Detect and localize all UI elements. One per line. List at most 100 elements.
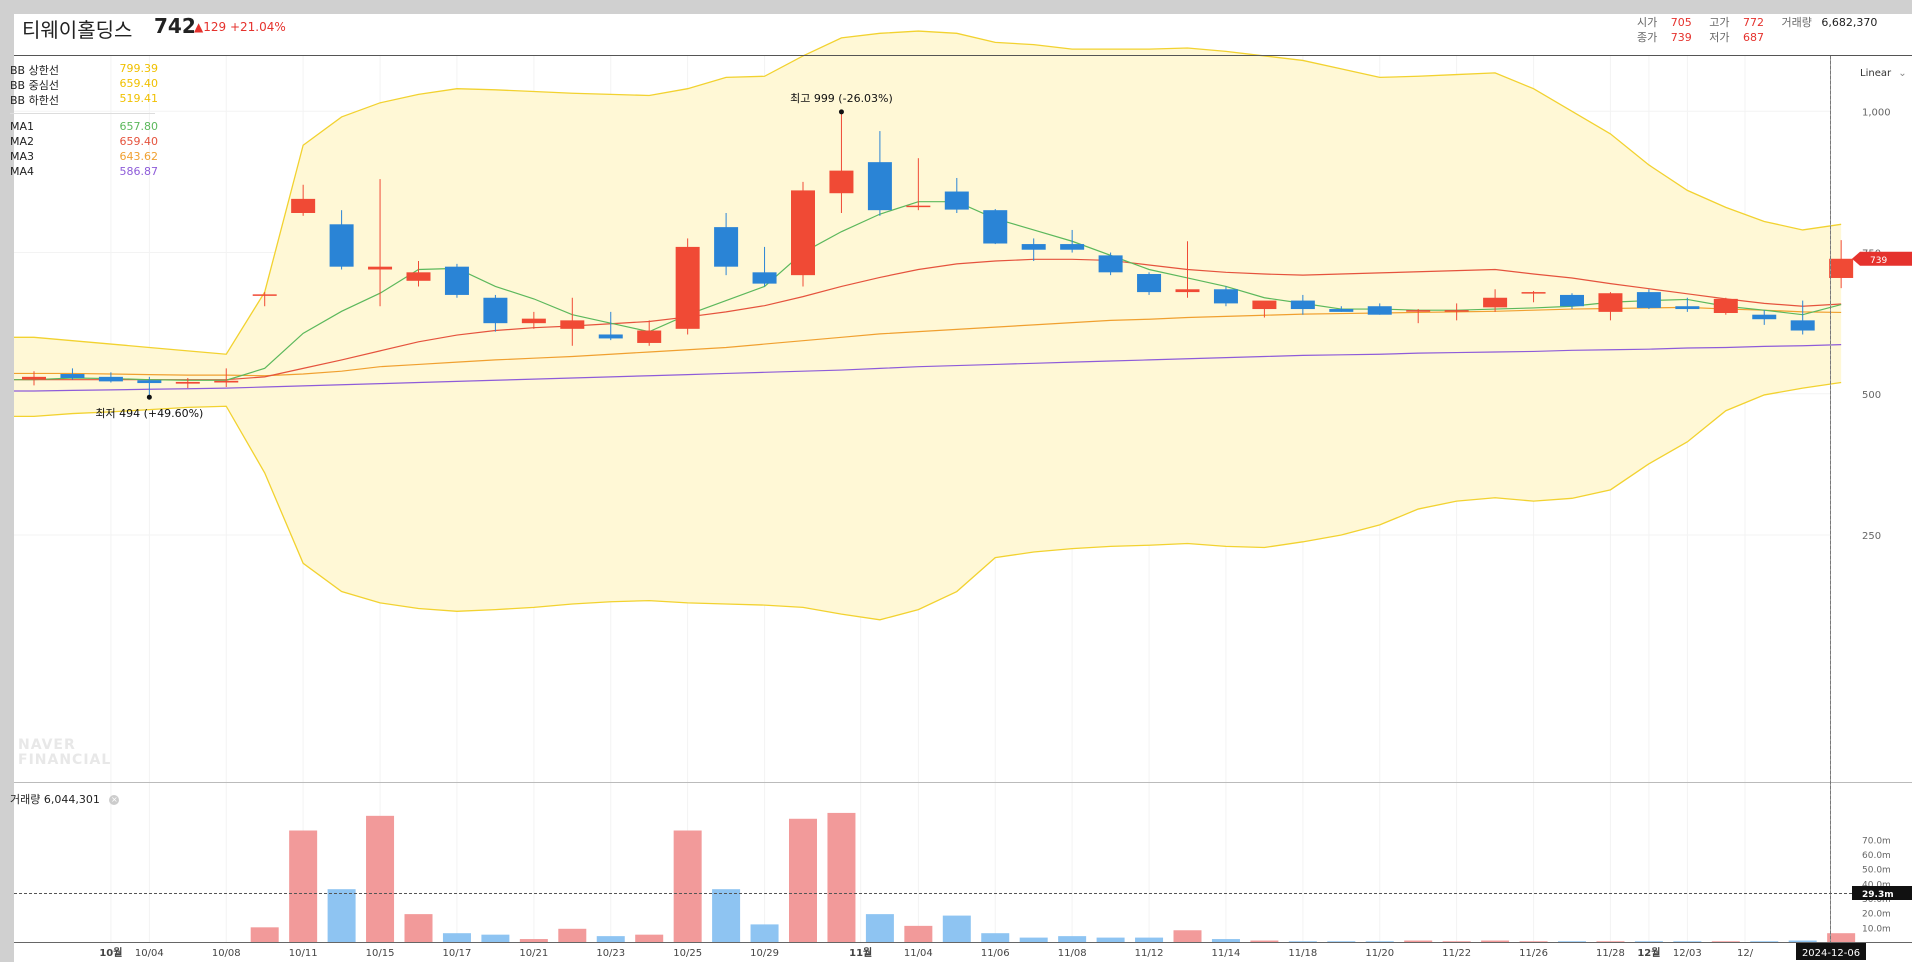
candle-body (406, 272, 431, 281)
scale-mode-label: Linear (1860, 68, 1892, 79)
legend-label: MA1 (10, 120, 35, 133)
candle-body (1406, 310, 1431, 312)
legend-value: 657.80 (119, 120, 159, 133)
annotation-dot (838, 109, 844, 115)
volume-bar (1481, 940, 1510, 942)
volume-bar (1673, 941, 1702, 942)
date-tick-label: 11/22 (1442, 948, 1471, 959)
legend-ma2: MA2 659.40 (10, 135, 158, 149)
volume-panel-title: 거래량 (10, 793, 41, 806)
annotation-label: 최저 494 (+49.60%) (95, 407, 203, 420)
candle-body (175, 381, 200, 384)
legend-label: BB 하한선 (10, 94, 59, 107)
volume-bar (712, 889, 741, 942)
date-tick-label: 10/17 (443, 948, 472, 959)
date-tick-label: 11/06 (981, 948, 1010, 959)
volume-bar (827, 812, 856, 942)
legend-divider (10, 113, 155, 114)
volume-tick-label: 40.0m (1862, 880, 1891, 890)
panel-borders (14, 55, 1912, 943)
change-amount: ▲129 (194, 20, 227, 34)
volume-bar (1096, 937, 1125, 942)
price-tag-bg (1852, 251, 1912, 266)
legend-value: 659.40 (119, 77, 159, 90)
candle-body (291, 198, 316, 213)
candle-body (22, 376, 46, 380)
low-label: 저가 (1709, 31, 1730, 44)
candle-body (791, 190, 815, 276)
volume-bar (558, 928, 587, 942)
date-tick-label: 11/20 (1365, 948, 1394, 959)
price-tick-label: 250 (1862, 531, 1881, 542)
date-tick-label: 11/14 (1212, 948, 1241, 959)
volume-label: 거래량 (1781, 16, 1812, 29)
legend-bb-middle: BB 중심선 659.40 (10, 77, 159, 92)
candle-body (1213, 289, 1238, 304)
candle-body (1367, 306, 1392, 315)
volume-tick-label: 20.0m (1862, 910, 1891, 920)
legend-label: BB 상한선 (10, 64, 59, 77)
candle-body (329, 224, 354, 267)
date-tick-label: 10/08 (212, 948, 241, 959)
annotation-dot (146, 394, 152, 400)
stock-change: ▲129 +21.04% (194, 20, 286, 34)
naver-financial-logo: NAVER FINANCIAL (18, 738, 111, 768)
volume-bar (1750, 941, 1779, 942)
volume-tick-label: 50.0m (1862, 866, 1891, 876)
candle-body (1675, 306, 1700, 310)
candle-body (829, 170, 854, 194)
candle-body (521, 318, 546, 324)
axis-tags: 739 29.3m 2024-12-06 (1796, 251, 1912, 960)
price-tick-label: 1,000 (1862, 107, 1891, 118)
price-tick-label: 500 (1862, 390, 1881, 401)
close-value: 739 (1670, 31, 1692, 44)
candle-body (906, 205, 931, 208)
candle-body (714, 227, 739, 267)
candle-body (252, 294, 277, 296)
volume-tick-label: 10.0m (1862, 924, 1891, 934)
date-tick-label: 10/21 (519, 948, 548, 959)
candle-body (1098, 255, 1123, 273)
legend-label: MA4 (10, 165, 35, 178)
candle-body (214, 380, 239, 383)
volume-bar (1327, 941, 1356, 942)
date-tick-label: 10/04 (135, 948, 164, 959)
low-value: 687 (1743, 31, 1764, 44)
candle-body (1752, 314, 1777, 320)
volume-bar (942, 915, 971, 942)
volume-bar (404, 914, 433, 942)
volume-tag-label: 29.3m (1862, 890, 1894, 900)
volume-bar (1558, 941, 1586, 942)
volume-bar (596, 936, 625, 942)
candle-body (98, 376, 123, 382)
date-tick-label: 10/11 (289, 948, 318, 959)
candle-body (637, 330, 662, 343)
open-value: 705 (1670, 16, 1692, 29)
legend-label: MA2 (10, 135, 35, 148)
annotations: 최고 999 (-26.03%) 최저 494 (+49.60%) (95, 92, 892, 420)
candle-body (944, 191, 969, 210)
date-tick-label: 11/08 (1058, 948, 1087, 959)
candle-body (1713, 298, 1738, 314)
volume-panel-value: 6,044,301 (43, 793, 100, 806)
high-label: 고가 (1709, 16, 1730, 29)
candle-body (60, 374, 85, 378)
date-tick-label: 12/ (1737, 948, 1754, 959)
candle-body (1137, 274, 1162, 293)
volume-bar (789, 818, 817, 942)
volume-panel-label: 거래량 6,044,301 × (10, 791, 120, 807)
volume-bar (1211, 939, 1240, 942)
volume-bar (1596, 941, 1625, 942)
candle-body (1444, 310, 1469, 312)
bollinger-fill (14, 31, 1842, 620)
close-icon[interactable]: × (109, 795, 120, 805)
stock-name: 티웨이홀딩스 (22, 18, 133, 42)
volume-bar (442, 933, 471, 942)
volume-bar (904, 925, 933, 942)
scale-mode-dropdown[interactable]: Linear ⌄ (1860, 68, 1907, 79)
legend-value: 799.39 (119, 62, 159, 75)
volume-bar (1442, 941, 1471, 942)
volume-bar (1827, 933, 1856, 942)
